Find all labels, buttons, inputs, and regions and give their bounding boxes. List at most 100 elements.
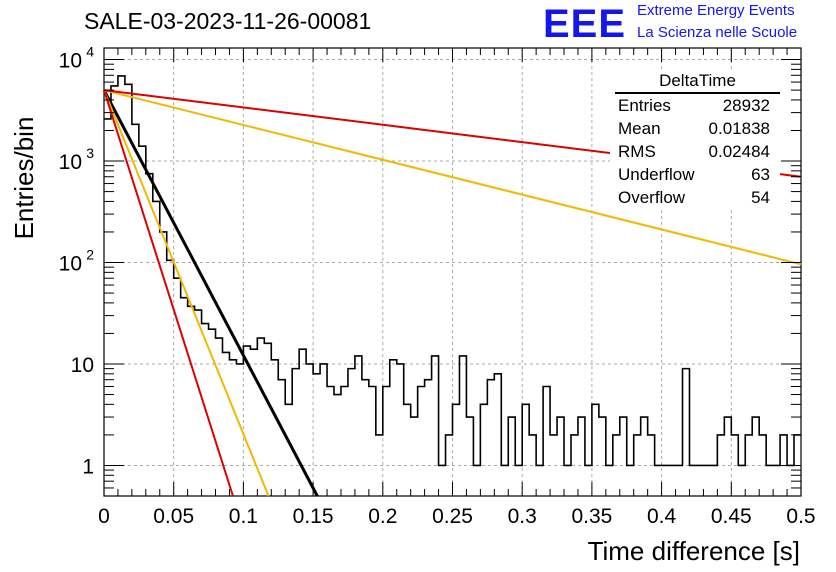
x-tick-label: 0.45 xyxy=(711,505,752,528)
histogram-bin xyxy=(592,404,599,496)
x-tick-label: 0.1 xyxy=(229,505,258,528)
histogram-bin xyxy=(327,386,334,496)
stats-row-underflow: Underflow 63 xyxy=(610,163,780,186)
histogram-bin xyxy=(466,417,473,496)
stats-label: Underflow xyxy=(618,165,695,184)
histogram-bin xyxy=(536,465,543,496)
histogram-bin xyxy=(620,417,627,496)
histogram-bin xyxy=(271,360,278,496)
x-tick-label: 0.35 xyxy=(571,505,612,528)
histogram-bin xyxy=(501,465,508,496)
histogram-bin xyxy=(383,386,390,496)
histogram-bin xyxy=(557,417,564,496)
stats-label: RMS xyxy=(618,142,656,161)
histogram-bin xyxy=(355,356,362,496)
histogram-bin xyxy=(696,465,703,496)
x-tick-label: 0.5 xyxy=(786,505,815,528)
run-title: SALE-03-2023-11-26-00081 xyxy=(84,8,372,34)
y-tick-label: 10 xyxy=(71,354,94,377)
histogram-bin xyxy=(264,343,271,496)
histogram-bin xyxy=(104,119,111,496)
histogram-bin xyxy=(439,465,446,496)
histogram-bin xyxy=(425,380,432,496)
histogram-bin xyxy=(508,417,515,496)
stats-label: Entries xyxy=(618,96,671,115)
histogram-bin xyxy=(655,465,662,496)
histogram-bin xyxy=(494,374,501,496)
y-tick-exponent: 2 xyxy=(86,247,94,263)
histogram-bin xyxy=(543,386,550,496)
y-tick-exponent: 3 xyxy=(86,145,94,161)
histogram-bin xyxy=(662,465,669,496)
histogram-bin xyxy=(606,465,613,496)
x-tick-label: 0 xyxy=(98,505,110,528)
axes: 0 0.05 0.1 0.15 0.2 0.25 0.3 0.35 0.4 0.45 0.5 1 10 1… xyxy=(59,44,816,528)
histogram-bin xyxy=(432,356,439,496)
histogram-bin xyxy=(188,306,195,496)
histogram-bin xyxy=(669,465,676,496)
y-tick-label: 10 xyxy=(59,50,82,73)
stats-value: 0.01838 xyxy=(708,119,770,138)
histogram-bin xyxy=(313,374,320,496)
histogram-bin xyxy=(418,386,425,496)
histogram-bin xyxy=(689,465,696,496)
histogram-bin xyxy=(724,417,731,496)
histogram-bin xyxy=(341,386,348,496)
histogram-bin xyxy=(473,465,480,496)
histogram-bin xyxy=(487,380,494,496)
y-tick-exponent: 4 xyxy=(86,44,94,60)
histogram-bin xyxy=(181,298,188,496)
histogram-bin xyxy=(752,417,759,496)
histogram-outline xyxy=(104,75,801,467)
histogram-bin xyxy=(285,404,292,496)
x-tick-label: 0.4 xyxy=(647,505,677,528)
histogram-bin xyxy=(229,360,236,496)
histogram-bin xyxy=(139,146,146,496)
histogram-bin xyxy=(292,369,299,496)
histogram-bin xyxy=(676,465,683,496)
histogram-bin xyxy=(397,364,404,496)
x-axis-label: Time difference [s] xyxy=(588,536,800,566)
stats-row-mean: Mean 0.01838 xyxy=(610,117,780,140)
histogram-bin xyxy=(390,360,397,496)
histogram-bin xyxy=(599,417,606,496)
x-tick-label: 0.3 xyxy=(508,505,537,528)
histogram-bin xyxy=(453,404,460,496)
histogram-bin xyxy=(320,364,327,496)
stats-row-rms: RMS 0.02484 xyxy=(610,140,780,163)
histogram-bin xyxy=(216,338,223,496)
histogram-bin xyxy=(738,465,745,496)
x-tick-label: 0.25 xyxy=(432,505,473,528)
stats-title: DeltaTime xyxy=(615,70,780,94)
logo-line-2: La Scienza nelle Scuole xyxy=(637,24,798,41)
histogram-bin xyxy=(522,404,529,496)
x-tick-label: 0.05 xyxy=(153,505,194,528)
x-tick-label: 0.15 xyxy=(293,505,334,528)
histogram-bin xyxy=(578,417,585,496)
fit-line xyxy=(103,89,234,497)
eee-logo: EEE xyxy=(543,2,627,46)
y-axis-label: Entries/bin xyxy=(9,117,39,240)
histogram-bin xyxy=(515,465,522,496)
histogram-bars xyxy=(104,75,801,496)
y-tick-label: 1 xyxy=(82,455,94,478)
stats-row-overflow: Overflow 54 xyxy=(610,186,780,209)
histogram-bin xyxy=(480,404,487,496)
histogram-bin xyxy=(278,380,285,496)
y-tick-label: 10 xyxy=(59,151,82,174)
histogram-bin xyxy=(766,465,773,496)
stats-value: 0.02484 xyxy=(708,142,770,161)
histogram-bin xyxy=(564,465,571,496)
fit-line xyxy=(103,89,270,497)
histogram-bin xyxy=(411,417,418,496)
histogram-bin xyxy=(641,417,648,496)
histogram-bin xyxy=(348,369,355,496)
x-tick-label: 0.2 xyxy=(368,505,397,528)
histogram-bin xyxy=(459,356,466,496)
fit-line xyxy=(103,89,802,266)
histogram-bin xyxy=(585,465,592,496)
stats-box: DeltaTime Entries 28932 Mean 0.01838 RMS 0.… xyxy=(610,70,780,209)
histogram-bin xyxy=(195,310,202,496)
y-tick-label: 10 xyxy=(59,253,82,276)
